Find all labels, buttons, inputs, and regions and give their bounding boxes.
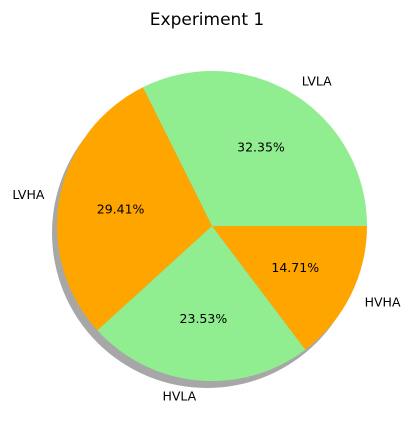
slice-label-lvla: LVLA: [302, 74, 332, 89]
chart-title: Experiment 1: [150, 10, 264, 30]
pie-slice-lvha: [56, 87, 213, 331]
slice-label-lvha: LVHA: [12, 187, 45, 202]
slice-label-hvha: HVHA: [365, 295, 401, 310]
slice-percent-hvla: 23.53%: [180, 311, 228, 326]
slice-percent-lvla: 32.35%: [237, 139, 285, 154]
slice-percent-lvha: 29.41%: [97, 201, 145, 216]
slice-percent-hvha: 14.71%: [271, 260, 319, 275]
pie-labels: LVLA 32.35% LVHA 29.41% HVLA 23.53% HVHA 14.71%: [12, 74, 401, 404]
pie-slice-hvla: [97, 226, 306, 381]
slice-label-hvla: HVLA: [162, 388, 196, 403]
pie-slice-hvha: [212, 226, 367, 350]
pie-slice-lvla: [142, 70, 367, 226]
pie-slices: [56, 70, 367, 381]
